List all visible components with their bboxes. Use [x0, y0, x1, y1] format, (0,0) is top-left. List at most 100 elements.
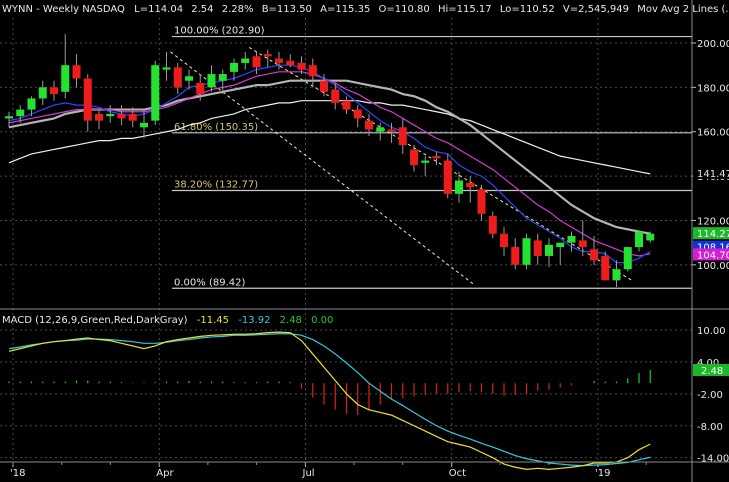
candle-down [410, 149, 418, 165]
x-tick-label: Jul [302, 468, 315, 479]
candle-down [286, 60, 295, 66]
candle-up [421, 160, 430, 163]
candle-down [500, 233, 508, 248]
symbol-text: WYNN - Weekly NASDAQ [2, 4, 125, 15]
fib-level-label: 38.20% (132.77) [174, 180, 258, 191]
macd-value: -11.45 [197, 315, 229, 326]
x-tick-label: Oct [449, 468, 466, 479]
candle-up [567, 235, 576, 243]
candle-up [230, 62, 238, 72]
price-tag-label: 114.27 [697, 229, 729, 240]
candle-down [331, 89, 340, 103]
candle-down [95, 113, 103, 121]
y-tick-label: 180.00 [697, 83, 729, 94]
fib-level-label: 61.80% (150.35) [174, 122, 258, 133]
candle-down [590, 249, 598, 261]
ma-fast-line [8, 64, 651, 264]
macd-tag-label: 2.48 [701, 366, 723, 377]
price-header: WYNN - Weekly NASDAQ L=114.04 2.54 2.28%… [2, 4, 729, 15]
candle-up [27, 98, 36, 110]
candle-down [297, 62, 306, 70]
candle-up [5, 116, 13, 119]
candle-down [353, 109, 362, 119]
candle-up [455, 180, 463, 194]
candle-up [162, 67, 171, 70]
candle-down [308, 65, 317, 77]
candle-down [173, 67, 182, 88]
candle-down [128, 113, 137, 121]
candle-up [106, 113, 115, 117]
extra-value: 0.00 [311, 315, 333, 326]
candle-down [252, 56, 261, 68]
candle-down [320, 80, 328, 92]
candle-up [140, 122, 148, 128]
macd-header: MACD (12,26,9,Green,Red,DarkGray) -11.45… [2, 315, 333, 326]
candle-up [218, 74, 227, 81]
candle-down [342, 100, 351, 110]
macd-y-tick-label: -2.00 [697, 390, 723, 401]
candle-down [477, 189, 486, 214]
fib-level-label: 0.00% (89.42) [174, 277, 245, 288]
candle-down [533, 240, 542, 256]
price-tag-label: 141.47 [697, 169, 729, 180]
ma-mid-line [8, 71, 651, 257]
candle-down [488, 216, 497, 234]
candle-down [387, 129, 396, 132]
candle-up [612, 269, 621, 281]
candle-down [196, 82, 205, 95]
price-tag-bg [693, 227, 729, 240]
macd-study-name: MACD (12,26,9,Green,Red,DarkGray) [2, 315, 188, 326]
candle-up [151, 65, 160, 121]
price-tag-label: 104.70 [697, 250, 729, 261]
y-tick-label: 200.00 [697, 39, 729, 50]
candle-up [623, 247, 632, 270]
price-tag-label: 108.16 [697, 243, 729, 254]
candle-down [601, 255, 610, 281]
candle-up [545, 244, 553, 256]
y-tick-label: 100.00 [697, 261, 729, 272]
candle-up [61, 65, 70, 92]
trend-line-lower [170, 51, 475, 286]
candle-up [646, 233, 655, 241]
candle-up [376, 127, 385, 132]
study-name: Mov Avg 2 Lines (... [637, 4, 729, 15]
x-tick-label: Apr [156, 468, 174, 479]
quote-change: 2.54 [191, 4, 213, 15]
candle-down [398, 127, 407, 146]
quote-low: Lo=110.52 [500, 4, 555, 15]
candle-down [443, 160, 452, 194]
macd-y-tick-label: 4.00 [697, 358, 719, 369]
price-tag-bg [693, 166, 729, 179]
quote-change-pct: 2.28% [222, 4, 254, 15]
quote-high: Hi=115.17 [438, 4, 492, 15]
candle-down [511, 247, 520, 265]
quote-last: L=114.04 [134, 4, 183, 15]
candle-up [522, 238, 531, 265]
candle-down [275, 58, 283, 63]
moving-averages [8, 64, 651, 264]
candlesticks [5, 34, 655, 287]
candle-down [72, 65, 81, 79]
macd-line [8, 331, 651, 470]
candle-down [365, 120, 373, 130]
candle-up [185, 76, 193, 81]
candle-down [466, 182, 475, 188]
quote-ask: A=115.35 [320, 4, 370, 15]
candle-down [432, 156, 441, 159]
candle-up [16, 109, 25, 117]
quote-open: O=110.80 [379, 4, 430, 15]
quote-bid: B=113.50 [262, 4, 312, 15]
fibonacci-levels: 100.00% (202.90) 61.80% (150.35) 38.20% (1… [172, 26, 692, 289]
candle-down [83, 78, 92, 121]
fib-level-label: 100.00% (202.90) [174, 26, 265, 37]
histogram-value: 2.48 [280, 315, 302, 326]
candle-down [50, 87, 58, 95]
grid-lines [0, 18, 692, 462]
candle-down [578, 240, 587, 248]
quote-volume: V=2,545,949 [563, 4, 629, 15]
y-tick-label: 160.00 [697, 128, 729, 139]
candle-down [263, 54, 272, 57]
candle-up [38, 87, 47, 99]
